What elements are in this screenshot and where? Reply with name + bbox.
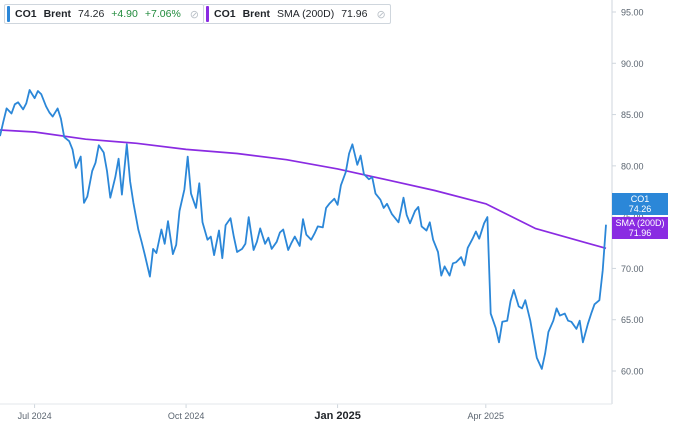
price-line [0, 89, 607, 370]
sma-tag-label: SMA (200D) [615, 218, 665, 228]
x-tick-label: Oct 2024 [168, 411, 205, 421]
sma-swatch [206, 6, 209, 22]
legend-price[interactable]: CO1 Brent 74.26 +4.90 +7.06% ⊘ [4, 4, 204, 24]
legend-price-change: +4.90 [111, 8, 138, 20]
legend-sma-study: SMA (200D) [277, 8, 335, 20]
sma-series-layer [0, 129, 607, 250]
sma-last-tag: SMA (200D) 71.96 [612, 217, 668, 239]
legend-sma-symbol: CO1 [214, 8, 236, 20]
x-tick-label: Jan 2025 [314, 410, 360, 422]
sma-line [0, 129, 607, 250]
legend-sma-name: Brent [242, 8, 271, 20]
legend-price-name: Brent [43, 8, 72, 20]
legend-price-symbol: CO1 [15, 8, 37, 20]
sma-tag-value: 71.96 [628, 228, 652, 238]
price-last-tag: CO1 74.26 [612, 193, 668, 215]
x-axis-ticks: Jul 2024 Oct 2024 Jan 2025 Apr 2025 [18, 404, 504, 422]
legend-price-change-pct: +7.06% [144, 8, 181, 20]
y-tick-label: 95.00 [621, 8, 644, 18]
y-tick-label: 70.00 [621, 264, 644, 274]
y-tick-label: 90.00 [621, 59, 644, 69]
price-tag-value: 74.26 [628, 204, 652, 214]
eye-slash-icon[interactable]: ⊘ [376, 8, 386, 21]
price-swatch [7, 6, 10, 22]
eye-slash-icon[interactable]: ⊘ [189, 8, 199, 21]
price-tag-symbol: CO1 [630, 194, 650, 204]
y-tick-label: 85.00 [621, 110, 644, 120]
x-tick-label: Apr 2025 [468, 411, 505, 421]
legend-sma[interactable]: CO1 Brent SMA (200D) 71.96 ⊘ [203, 4, 391, 24]
y-tick-label: 80.00 [621, 161, 644, 171]
legend-price-last: 74.26 [78, 8, 105, 20]
price-series-layer [0, 89, 607, 370]
legend-sma-value: 71.96 [341, 8, 368, 20]
x-tick-label: Jul 2024 [18, 411, 52, 421]
y-tick-label: 60.00 [621, 367, 644, 377]
y-tick-label: 65.00 [621, 315, 644, 325]
